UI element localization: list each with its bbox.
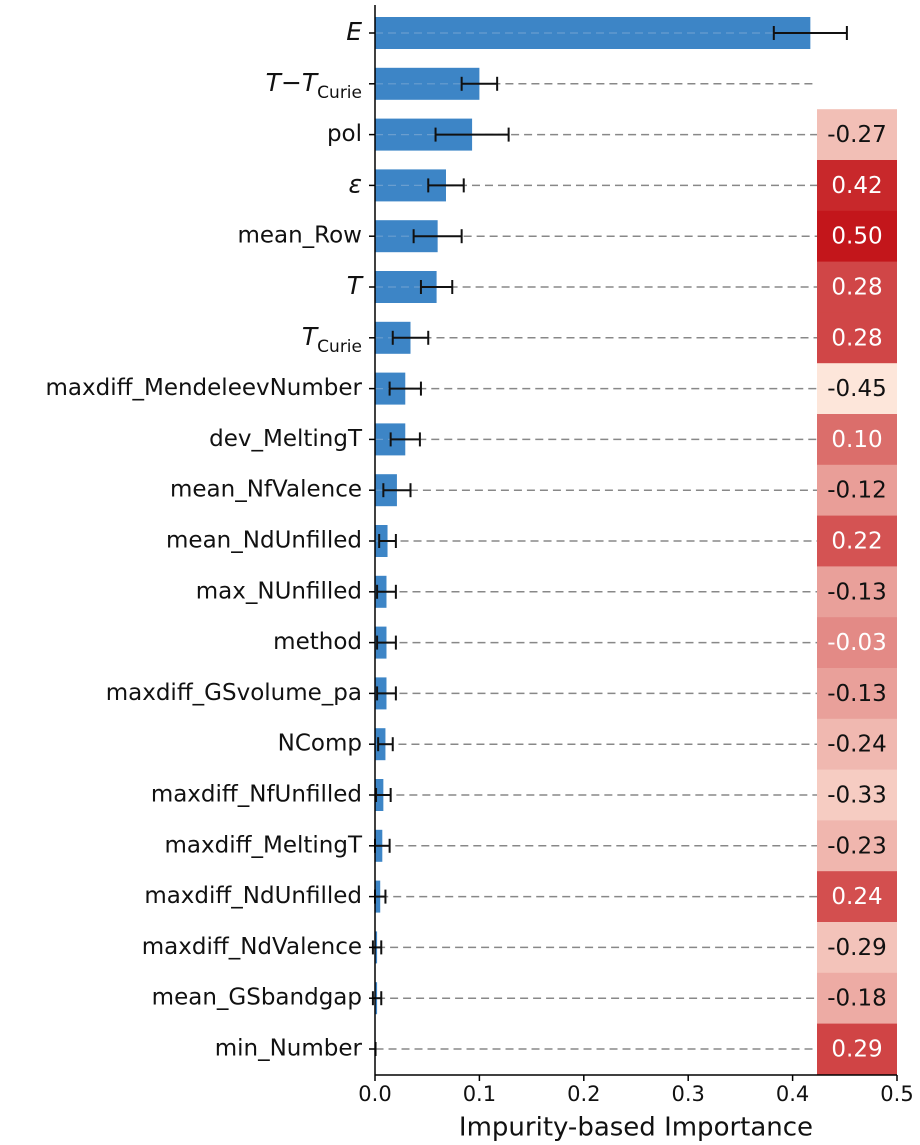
error-bar [460,76,499,91]
heatmap-label: -0.29 [827,935,887,961]
error-bar [376,686,397,701]
heatmap-cell [817,312,897,364]
heatmap-cell [817,160,897,212]
heatmap-cell [817,820,897,872]
heatmap-cell [817,972,897,1025]
x-axis-label: Impurity-based Importance [459,1113,813,1143]
error-bar [389,432,421,447]
y-tick-label: method [273,629,362,655]
heatmap-label: -0.03 [827,630,887,656]
error-bar [391,330,430,345]
error-bar [427,178,465,193]
heatmap-label: 0.10 [831,427,882,453]
heatmap-label: 0.22 [831,529,882,555]
y-tick-label: ε [348,169,362,198]
error-bar [376,635,397,650]
error-bar [377,737,394,752]
y-tick-label: E [346,17,362,46]
heatmap-label: -0.24 [827,732,887,758]
heatmap-label: 0.29 [831,1037,882,1063]
heatmap-label: -0.13 [827,681,887,707]
y-tick-label: mean_NdUnfilled [166,528,362,554]
y-tick-label: pol [327,121,362,147]
y-tick-label: maxdiff_NdUnfilled [144,883,362,909]
heatmap-label: -0.27 [827,122,887,148]
x-tick-label: 0.1 [463,1082,496,1106]
heatmap-label: -0.18 [827,986,887,1012]
label-sub: Curie [317,83,362,103]
heatmap-label: 0.28 [831,275,882,301]
error-bar [378,534,397,548]
label-main: T−T [266,68,319,97]
y-tick-label: dev_MeltingT [209,426,363,452]
label-sub: Curie [317,337,362,357]
heatmap-cell [817,210,897,263]
heatmap-label: 0.50 [831,224,882,250]
heatmap-label: -0.12 [827,478,887,504]
y-tick-label: max_NUnfilled [196,578,362,604]
heatmap-cell [817,515,897,567]
y-tick-label: min_Number [215,1036,363,1062]
heatmap-label: 0.24 [831,884,882,910]
heatmap-cell [817,769,897,821]
heatmap-label: -0.45 [827,376,887,402]
heatmap-label: -0.23 [827,833,887,859]
y-tick-label: T−TCurie [266,68,362,103]
y-tick-label: mean_Row [237,223,362,249]
error-bar [388,381,422,396]
error-bar [412,229,463,244]
heatmap-label: 0.28 [831,325,882,351]
error-bar [772,26,848,40]
heatmap-cell [817,363,897,415]
y-tick-label: maxdiff_NfUnfilled [151,782,362,808]
heatmap-cell [817,871,897,923]
heatmap-cell [817,1023,897,1075]
label-main: E [346,17,362,46]
heatmap-cell [817,109,897,161]
heatmap-label: -0.13 [827,579,887,605]
heatmap-cell [817,617,897,669]
error-bar [376,584,397,599]
label-main: T [347,271,364,300]
heatmap-cell [817,922,897,974]
label-main: ε [348,169,362,198]
heatmap-label: -0.33 [827,783,887,809]
y-tick-label: T [347,271,364,300]
label-main: T [302,322,319,351]
heatmap-cell [817,668,897,720]
y-tick-label: maxdiff_NdValence [142,934,362,960]
error-bar [375,788,392,802]
heatmap-cell [817,718,897,771]
y-tick-label: maxdiff_MeltingT [165,832,363,858]
x-tick-label: 0.3 [671,1082,704,1106]
y-tick-label: maxdiff_GSvolume_pa [106,680,362,706]
x-tick-label: 0.0 [358,1082,391,1106]
x-tick-label: 0.4 [776,1082,809,1106]
error-bar [419,280,454,294]
y-tick-label: TCurie [302,322,362,357]
heatmap-cell [817,566,897,618]
heatmap-cell [817,464,897,517]
x-tick-label: 0.5 [880,1082,913,1106]
y-tick-label: mean_GSbandgap [152,985,362,1011]
y-tick-label: mean_NfValence [170,477,362,503]
error-bar [434,127,510,142]
y-tick-label: NComp [278,731,362,757]
error-bar [382,483,412,498]
heatmap-label: 0.42 [831,173,882,199]
heatmap-cell [817,261,897,313]
y-tick-label: maxdiff_MendeleevNumber [46,375,363,401]
x-tick-label: 0.2 [567,1082,600,1106]
heatmap-cell [817,414,897,466]
